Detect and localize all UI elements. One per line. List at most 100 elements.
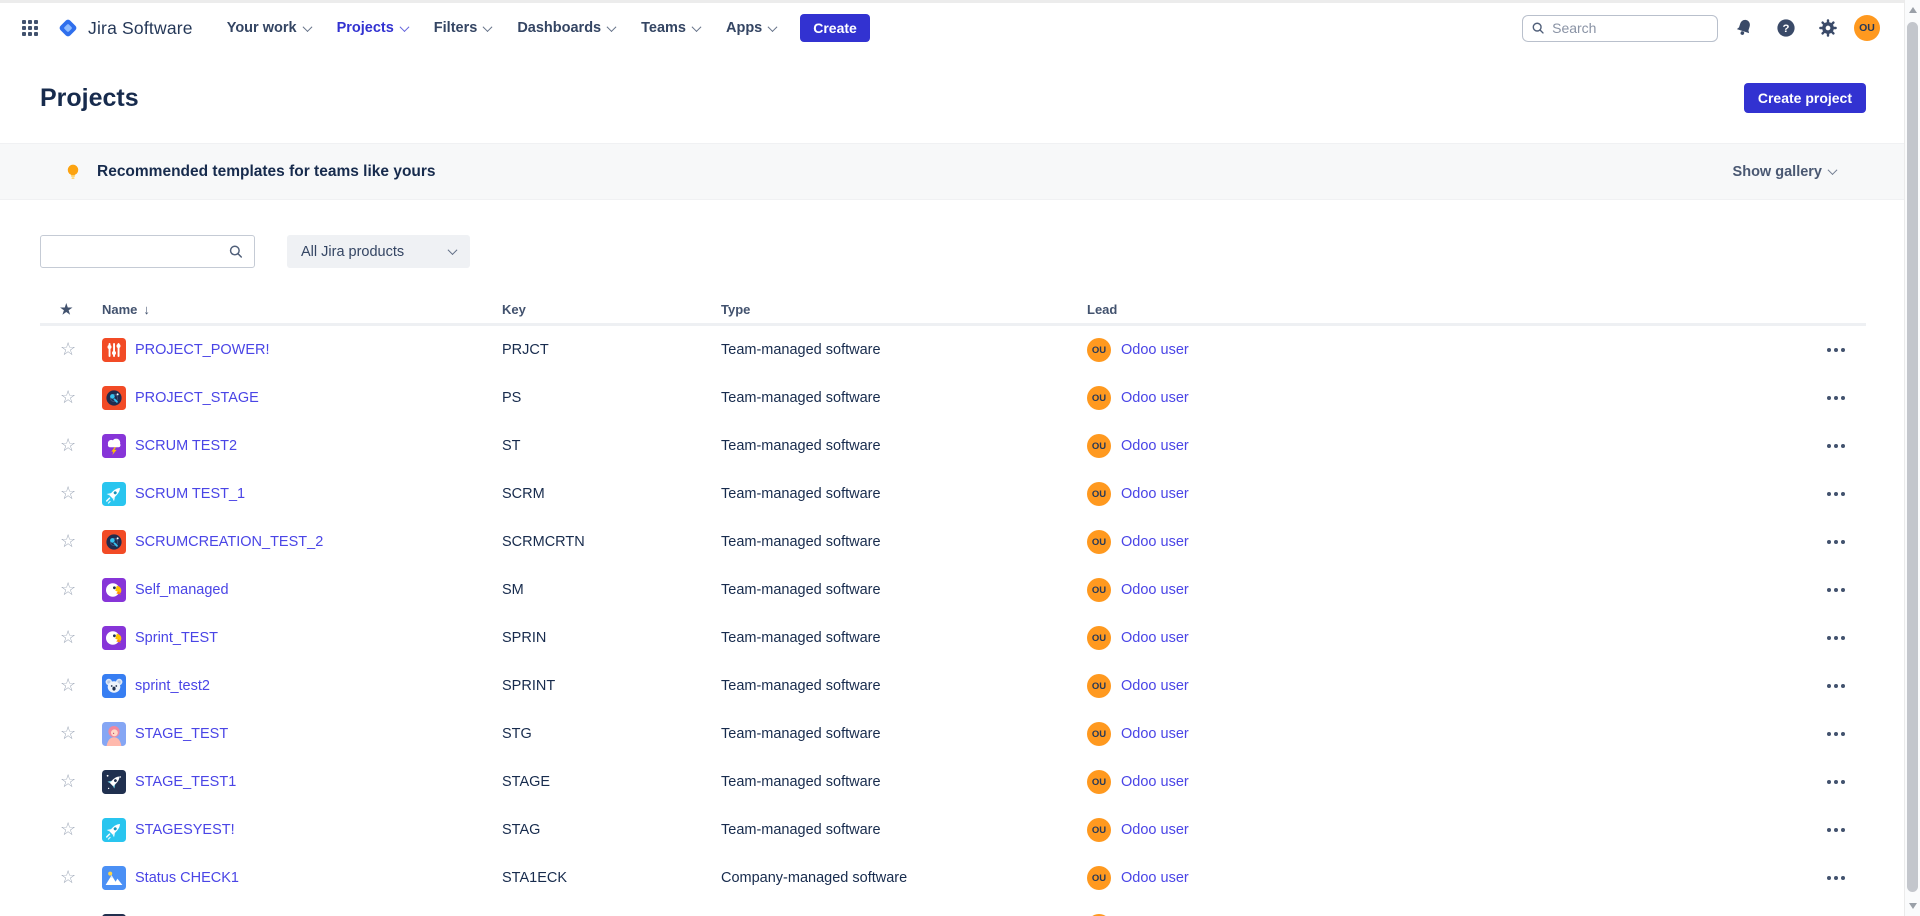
scroll-up-arrow[interactable] [1909,7,1917,13]
lead-avatar: OU [1087,818,1111,842]
lead-name-link[interactable]: Odoo user [1121,438,1189,454]
vertical-scrollbar[interactable] [1904,0,1920,916]
star-column-header[interactable]: ★ [40,301,102,318]
help-icon: ? [1777,19,1795,37]
project-name-link[interactable]: SCRUM TEST_1 [135,486,246,502]
lead-avatar: OU [1087,530,1111,554]
name-column-header[interactable]: Name ↓ [102,302,150,317]
type-column-header[interactable]: Type [721,302,751,317]
favorite-star-button[interactable]: ☆ [60,387,77,407]
lead-name-link[interactable]: Odoo user [1121,822,1189,838]
lead-name-link[interactable]: Odoo user [1121,870,1189,886]
banner-title: Recommended templates for teams like you… [97,162,436,180]
project-name-link[interactable]: Status CHECK1 [135,870,239,886]
project-row: ☆ STAGE_TEST STG Team-managed software O… [40,710,1866,758]
nav-item-projects[interactable]: Projects [337,20,410,36]
global-search-input[interactable] [1552,20,1709,36]
lead-avatar [1087,914,1111,916]
project-name-link[interactable]: SCRUMCREATION_TEST_2 [135,534,324,550]
project-key: SPRIN [502,630,547,646]
favorite-star-button[interactable]: ☆ [60,771,77,791]
notifications-button[interactable] [1728,12,1760,44]
favorite-star-button[interactable]: ☆ [60,867,77,887]
project-name-link[interactable]: SCRUM TEST2 [135,438,238,454]
favorite-star-button[interactable]: ☆ [60,531,77,551]
row-more-actions-button[interactable] [1819,674,1853,698]
project-type: Team-managed software [721,486,881,502]
help-button[interactable]: ? [1770,12,1802,44]
row-more-actions-button[interactable] [1819,866,1853,890]
row-more-actions-button[interactable] [1819,770,1853,794]
favorite-star-button[interactable]: ☆ [60,483,77,503]
lead-name-link[interactable]: Odoo user [1121,390,1189,406]
star-icon: ★ [60,301,73,317]
project-row: ☆ sprint_test2 SPRINT Team-managed softw… [40,662,1866,710]
lead-name-link[interactable]: Odoo user [1121,678,1189,694]
nav-item-apps[interactable]: Apps [726,20,778,36]
nav-item-filters[interactable]: Filters [434,20,493,36]
row-more-actions-button[interactable] [1819,338,1853,362]
jira-logo[interactable]: Jira Software [56,16,193,40]
project-row: ☆ STAGESYEST! STAG Team-managed software… [40,806,1866,854]
key-column-header[interactable]: Key [502,302,526,317]
top-navigation: Jira Software Your work Projects Filters… [0,0,1920,53]
mountains-project-icon [102,866,126,890]
project-search[interactable] [40,235,255,268]
user-avatar[interactable]: OU [1854,15,1880,41]
row-more-actions-button[interactable] [1819,818,1853,842]
project-name-link[interactable]: PROJECT_POWER! [135,342,270,358]
person-project-icon [102,722,126,746]
lead-name-link[interactable]: Odoo user [1121,534,1189,550]
nav-item-your-work[interactable]: Your work [227,20,313,36]
row-more-actions-button[interactable] [1819,386,1853,410]
show-gallery-button[interactable]: Show gallery [1733,164,1838,180]
lead-name-link[interactable]: Odoo user [1121,486,1189,502]
row-more-actions-button[interactable] [1819,482,1853,506]
project-name-link[interactable]: Self_managed [135,582,229,598]
project-name-link[interactable]: STAGESYEST! [135,822,235,838]
project-row: ☆ SCRUMCREATION_TEST_2 SCRMCRTN Team-man… [40,518,1866,566]
create-button[interactable]: Create [800,14,870,42]
lead-column-header[interactable]: Lead [1087,302,1118,317]
row-more-actions-button[interactable] [1819,626,1853,650]
lead-avatar: OU [1087,674,1111,698]
scrollbar-thumb[interactable] [1907,22,1918,892]
settings-button[interactable] [1812,12,1844,44]
app-switcher-button[interactable] [14,12,46,44]
favorite-star-button[interactable]: ☆ [60,627,77,647]
project-name-link[interactable]: STAGE_TEST1 [135,774,237,790]
global-search[interactable] [1522,14,1718,42]
project-search-input[interactable] [51,243,229,260]
products-filter-dropdown[interactable]: All Jira products [287,235,470,268]
project-name-link[interactable]: Sprint_TEST [135,630,218,646]
lead-name-link[interactable]: Odoo user [1121,630,1189,646]
project-name-link[interactable]: PROJECT_STAGE [135,390,259,406]
chevron-down-icon [302,21,313,32]
row-more-actions-button[interactable] [1819,434,1853,458]
create-project-button[interactable]: Create project [1743,83,1866,113]
project-name-link[interactable]: STAGE_TEST [135,726,229,742]
lead-name-link[interactable]: Odoo user [1121,726,1189,742]
row-more-actions-button[interactable] [1819,722,1853,746]
favorite-star-button[interactable]: ☆ [60,579,77,599]
lead-name-link[interactable]: Odoo user [1121,582,1189,598]
lead-name-link[interactable]: Odoo user [1121,342,1189,358]
favorite-star-button[interactable]: ☆ [60,723,77,743]
lead-name-link[interactable]: Odoo user [1121,774,1189,790]
row-more-actions-button[interactable] [1819,578,1853,602]
project-row: ☆ PROJECT_POWER! PRJCT Team-managed soft… [40,326,1866,374]
disc-project-icon [102,386,126,410]
favorite-star-button[interactable]: ☆ [60,819,77,839]
nav-item-dashboards[interactable]: Dashboards [517,20,617,36]
page-header: Projects Create project [0,53,1920,143]
project-key: STAGE [502,774,551,790]
favorite-star-button[interactable]: ☆ [60,435,77,455]
row-more-actions-button[interactable] [1819,530,1853,554]
favorite-star-button[interactable]: ☆ [60,339,77,359]
scroll-down-arrow[interactable] [1909,903,1917,909]
lead-avatar: OU [1087,434,1111,458]
project-name-link[interactable]: sprint_test2 [135,678,210,694]
favorite-star-button[interactable]: ☆ [60,675,77,695]
nav-item-teams[interactable]: Teams [641,20,702,36]
svg-text:?: ? [1783,23,1790,35]
